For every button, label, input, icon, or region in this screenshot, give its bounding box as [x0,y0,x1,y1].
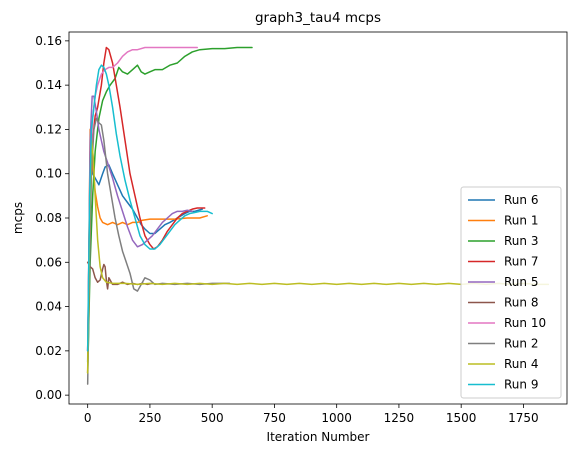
legend-label-0: Run 6 [504,193,538,207]
series-line-4 [86,95,193,352]
x-tick-label-7: 1750 [508,411,539,425]
plot-lines [86,46,550,385]
y-tick-label-5: 0.10 [35,167,62,181]
x-tick-label-0: 0 [84,411,92,425]
x-tick-label-3: 750 [263,411,286,425]
series-line-8 [86,139,550,374]
series-line-6 [86,46,198,352]
legend-label-1: Run 1 [504,214,538,228]
y-tick-label-0: 0.00 [35,388,62,402]
y-axis: 0.00 0.02 0.04 0.06 0.08 0.10 0.12 0.14 0.16 [35,34,69,402]
y-tick-label-4: 0.08 [35,211,62,225]
series-line-0 [86,150,203,363]
x-tick-label-5: 1250 [384,411,415,425]
series-line-1 [86,128,208,374]
series-line-7 [86,117,231,385]
y-axis-title: mcps [11,202,25,234]
legend-label-5: Run 8 [504,296,538,310]
legend-label-4: Run 5 [504,275,538,289]
x-axis-title: Iteration Number [267,430,370,444]
legend-label-2: Run 3 [504,234,538,248]
legend-label-3: Run 7 [504,255,538,269]
series-line-2 [86,46,253,374]
x-tick-label-4: 1000 [321,411,352,425]
chart-title: graph3_tau4 mcps [255,10,381,26]
y-tick-label-8: 0.16 [35,34,62,48]
x-tick-label-6: 1500 [446,411,477,425]
legend-box [460,186,562,399]
legend-label-7: Run 2 [504,337,538,351]
y-tick-label-6: 0.12 [35,122,62,136]
x-axis: 0 250 500 750 1000 1250 1500 1750 [84,404,539,425]
legend-label-9: Run 9 [504,378,538,392]
legend-label-8: Run 4 [504,357,538,371]
series-line-9 [86,64,213,352]
legend: Run 6 Run 1 Run 3 Run 7 Run 5 Run 8 Run 10 Run … [460,186,562,399]
series-line-5 [86,261,154,290]
y-tick-label-7: 0.14 [35,78,62,92]
series-line-3 [86,46,206,352]
x-tick-label-2: 500 [201,411,224,425]
y-tick-label-3: 0.06 [35,255,62,269]
x-tick-label-1: 250 [138,411,161,425]
legend-label-6: Run 10 [504,316,546,330]
y-tick-label-1: 0.02 [35,344,62,358]
y-tick-label-2: 0.04 [35,300,62,314]
